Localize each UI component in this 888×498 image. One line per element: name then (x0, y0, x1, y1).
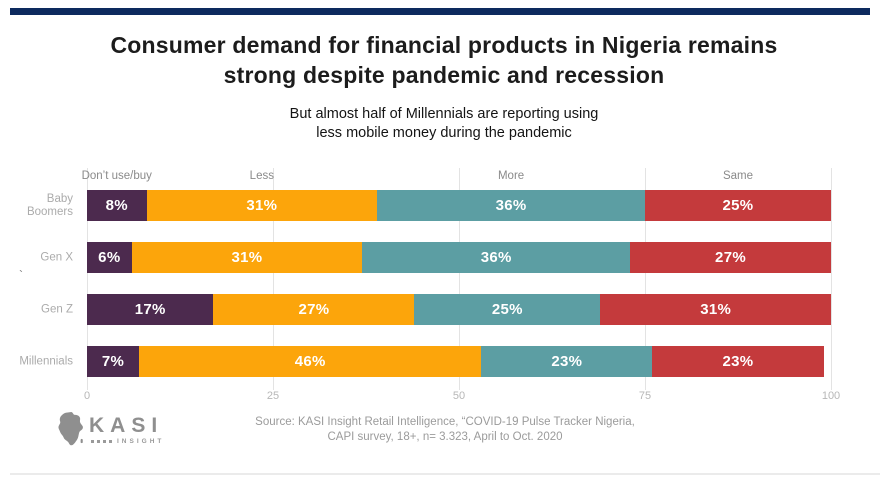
row-label-baby-boomers: Baby Boomers (26, 192, 73, 218)
segment-value: 36% (495, 197, 527, 214)
segment-value: 31% (700, 301, 732, 318)
plot-area: Don’t use/buy Less More Same 8% 31% 36% 25% 6% 3… (82, 168, 840, 408)
gridline-0 (87, 168, 88, 390)
stray-mark: ` (19, 268, 23, 282)
subtitle-line-2: less mobile money during the pandemic (316, 125, 572, 141)
segment-more: 36% (377, 190, 645, 221)
row-label-millennials: Millennials (19, 355, 73, 367)
gridline-75 (645, 168, 646, 390)
gridline-100 (831, 168, 832, 390)
segment-don-t-use-buy: 17% (87, 294, 214, 325)
segment-value: 23% (551, 353, 583, 370)
segment-value: 17% (134, 301, 166, 318)
legend-same: Same (722, 170, 754, 182)
gridline-25 (273, 168, 274, 390)
title-line-1: Consumer demand for financial products i… (110, 32, 778, 58)
tick-25: 25 (266, 390, 280, 402)
segment-more: 36% (362, 242, 631, 273)
segment-don-t-use-buy: 6% (87, 242, 132, 273)
tick-75: 75 (638, 390, 652, 402)
tick-50: 50 (452, 390, 466, 402)
segment-same: 27% (630, 242, 831, 273)
segment-value: 25% (491, 301, 523, 318)
segment-value: 8% (105, 197, 128, 214)
segment-more: 25% (414, 294, 601, 325)
source-note: Source: KASI Insight Retail Intelligence… (245, 415, 645, 445)
row-label-gen-z: Gen Z (41, 303, 73, 315)
segment-value: 46% (294, 353, 326, 370)
tick-100: 100 (821, 390, 841, 402)
top-accent-bar (10, 8, 870, 15)
segment-don-t-use-buy: 7% (87, 346, 140, 377)
segment-more: 23% (481, 346, 653, 377)
logo-dots-icon (91, 440, 112, 443)
source-line-2: CAPI survey, 18+, n= 3.323, April to Oct… (327, 431, 563, 443)
segment-value: 36% (480, 249, 512, 266)
africa-map-icon (58, 412, 83, 446)
logo-sub: INSIGHT (117, 438, 165, 445)
logo-brand: KASI (89, 414, 164, 437)
segment-same: 25% (644, 190, 831, 221)
segment-value: 6% (98, 249, 121, 266)
legend-row: Don’t use/buy Less More Same (82, 168, 831, 190)
gridline-50 (459, 168, 460, 390)
bar-row-gen-x: 6% 31% 36% 27% (87, 242, 831, 273)
bar-row-gen-z: 17% 27% 25% 31% (87, 294, 831, 325)
segment-value: 7% (101, 353, 125, 370)
x-axis-ticks: 0 25 50 75 100 (83, 390, 840, 406)
subtitle-line-1: But almost half of Millennials are repor… (289, 106, 599, 122)
segment-value: 27% (298, 301, 330, 318)
segment-less: 31% (131, 242, 363, 273)
row-label-gen-x: Gen X (40, 251, 73, 263)
bar-row-baby-boomers: 8% 31% 36% 25% (87, 190, 831, 221)
legend-less: Less (249, 170, 274, 182)
logo-subrow: INSIGHT (91, 438, 164, 445)
segment-value: 27% (715, 249, 746, 266)
segment-less: 31% (146, 190, 378, 221)
segment-value: 31% (246, 197, 278, 214)
kasi-logo: KASI INSIGHT (55, 412, 164, 446)
bottom-divider (10, 473, 880, 475)
segment-same: 23% (652, 346, 824, 377)
bar-row-millennials: 7% 46% 23% 23% (87, 346, 831, 377)
page-title: Consumer demand for financial products i… (0, 30, 888, 90)
chart-subtitle: But almost half of Millennials are repor… (0, 105, 888, 143)
segment-less: 46% (139, 346, 482, 377)
segment-same: 31% (600, 294, 831, 325)
segment-less: 27% (213, 294, 415, 325)
gridlines (87, 168, 832, 390)
segment-value: 23% (722, 353, 754, 370)
logo-text: KASI INSIGHT (89, 415, 164, 445)
bar-rows: 8% 31% 36% 25% 6% 31% 36% 27% 17% 27% 25% 31% 7% 46% 2… (87, 190, 831, 398)
segment-don-t-use-buy: 8% (87, 190, 147, 221)
title-line-2: strong despite pandemic and recession (223, 62, 665, 88)
segment-value: 25% (722, 197, 754, 214)
segment-value: 31% (231, 249, 263, 266)
tick-0: 0 (83, 390, 91, 402)
legend-more: More (497, 170, 525, 182)
source-line-1: Source: KASI Insight Retail Intelligence… (255, 416, 635, 428)
legend-don-t-use-buy: Don’t use/buy (81, 170, 152, 182)
